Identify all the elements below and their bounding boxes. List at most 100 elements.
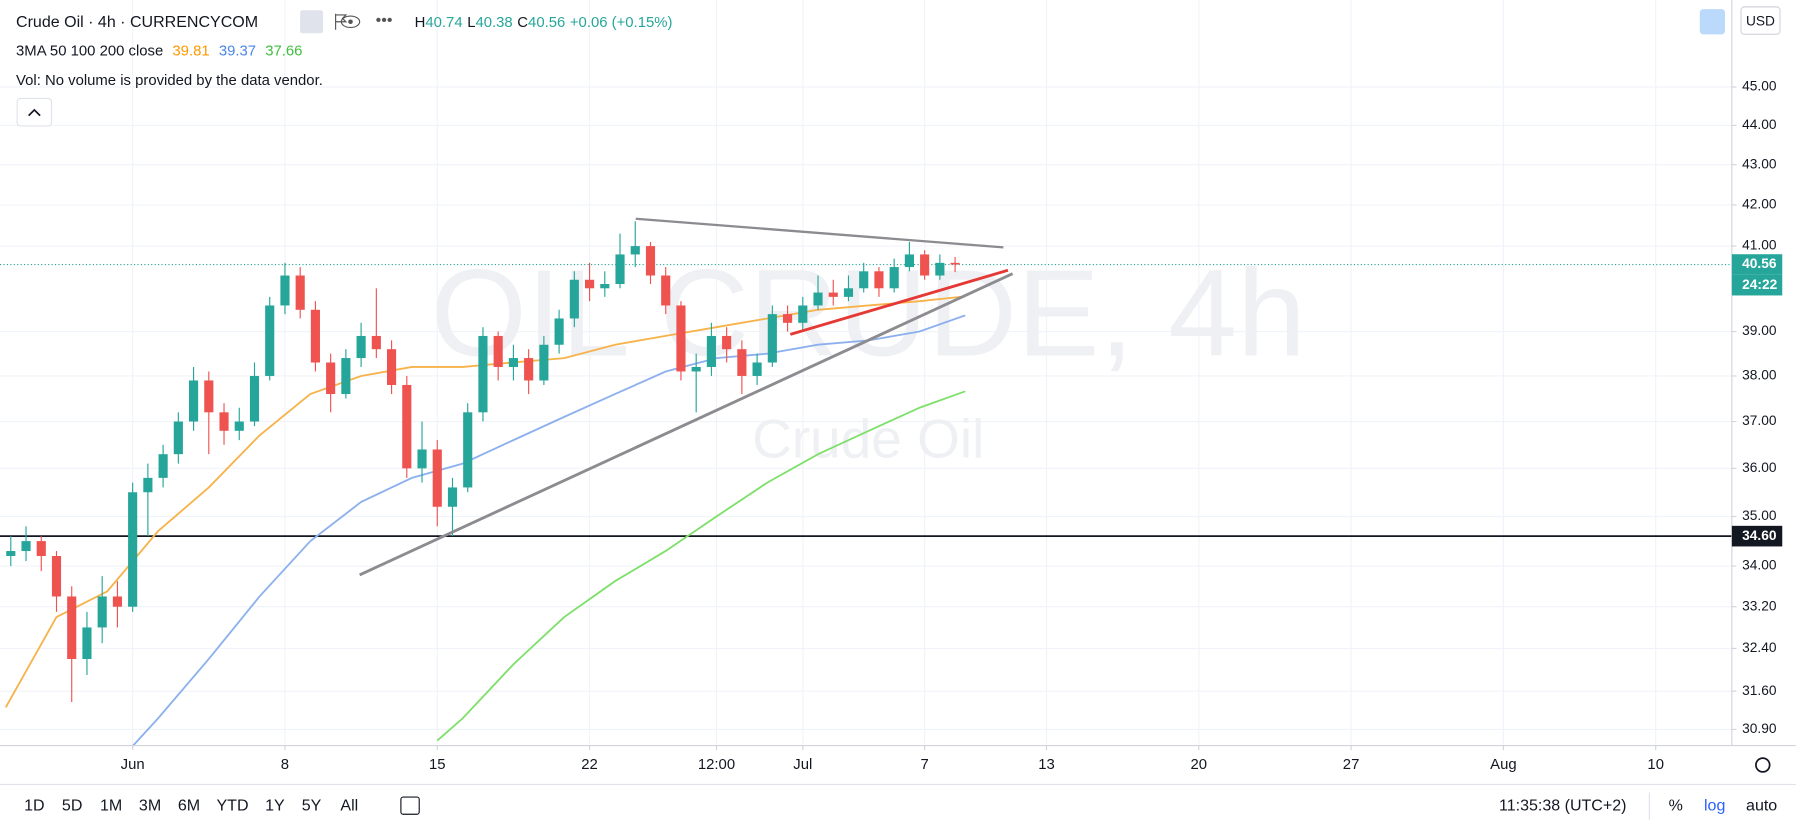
candle-body: [128, 492, 138, 607]
candle-body: [265, 305, 275, 376]
grid: [0, 0, 1732, 746]
x-tick-label: 15: [429, 757, 446, 773]
ohlc-part: 40.56: [528, 15, 565, 31]
candle-body: [874, 271, 884, 289]
candle-body: [600, 284, 610, 289]
x-tick-label: Jul: [793, 757, 812, 773]
clock: 11:35:38 (UTC+2): [1499, 796, 1626, 814]
calendar-icon[interactable]: [400, 796, 420, 815]
ohlc-part: +0.06 (+0.15%): [570, 15, 673, 31]
range-button[interactable]: 6M: [178, 796, 200, 814]
x-tick-label: 12:00: [698, 757, 735, 773]
currency: USD: [1746, 13, 1775, 28]
eye-icon[interactable]: [340, 15, 361, 29]
candle-body: [356, 335, 366, 359]
candle-body: [935, 262, 945, 276]
candle-body: [524, 358, 534, 381]
candle-body: [859, 271, 869, 289]
candle-body: [204, 380, 214, 413]
candle-body: [539, 344, 549, 381]
candle-body: [402, 384, 412, 469]
y-tick-label: 31.60: [1742, 683, 1777, 698]
x-tick-label: 20: [1191, 757, 1208, 773]
ma-label: 3MA 50 100 200 close: [16, 43, 163, 59]
candle-body: [447, 487, 458, 507]
candle-body: [706, 335, 716, 367]
candle-body: [326, 362, 336, 395]
candle-body: [904, 254, 914, 268]
log-toggle[interactable]: log: [1704, 796, 1725, 814]
ma-value: 37.66: [265, 43, 302, 59]
candle-body: [782, 314, 793, 323]
candle-body: [493, 335, 503, 367]
auto-toggle[interactable]: auto: [1746, 796, 1777, 814]
collapse-button[interactable]: [16, 97, 53, 127]
percent-toggle[interactable]: %: [1669, 796, 1683, 814]
x-tick-label: 10: [1647, 757, 1664, 773]
candle-body: [889, 267, 899, 289]
candle-body: [189, 380, 199, 422]
candle-body: [661, 275, 671, 306]
moving-average: [131, 314, 966, 747]
candle-body: [82, 627, 92, 659]
hline-box: [1731, 525, 1783, 547]
hline-label: 34.60: [1742, 528, 1777, 543]
candle-body: [584, 279, 595, 289]
candle-body: [478, 335, 488, 413]
candle-body: [463, 412, 473, 488]
axes: 45.00 44.00 43.00 42.00 41.00 39.00 38.00 37.00…: [121, 79, 1783, 773]
y-tick-label: 32.40: [1742, 640, 1777, 655]
trend-line: [789, 268, 1009, 336]
trend-line: [635, 217, 1004, 249]
candle-body: [630, 246, 640, 255]
candle-body: [615, 254, 625, 285]
range-button[interactable]: YTD: [216, 796, 248, 814]
candle-body: [143, 477, 153, 493]
x-tick-label: Aug: [1490, 757, 1516, 773]
range-button[interactable]: All: [340, 796, 358, 814]
candle-body: [97, 596, 107, 628]
candle-body: [112, 596, 122, 607]
collapse-icon: [28, 108, 41, 117]
y-tick-label: 43.00: [1742, 156, 1777, 171]
candle-body: [722, 335, 732, 350]
candle-body: [295, 275, 305, 310]
y-tick-label: 30.90: [1742, 721, 1777, 736]
candle-body: [843, 288, 854, 297]
y-tick-label: 42.00: [1742, 197, 1777, 212]
y-tick-label: 45.00: [1742, 79, 1777, 94]
ma-legend: 3MA 50 100 200 close 39.81 39.37 37.66: [16, 43, 302, 59]
y-tick-label: 34.00: [1742, 558, 1777, 573]
candle-body: [417, 449, 427, 469]
range-button[interactable]: 1Y: [265, 796, 285, 814]
symbol-title: Crude Oil · 4h · CURRENCYCOM: [16, 13, 258, 31]
currency-box[interactable]: [1740, 6, 1781, 35]
x-tick-label: Jun: [121, 757, 145, 773]
ma-value: 39.37: [219, 43, 256, 59]
y-tick-label: 39.00: [1742, 323, 1777, 338]
ohlc: H40.74 L40.38 C40.56 +0.06 (+0.15%): [415, 15, 673, 31]
watermark-name: Crude Oil: [752, 408, 984, 470]
candle-body: [508, 358, 518, 367]
range-button[interactable]: 1D: [24, 796, 44, 814]
candle-body: [950, 262, 960, 265]
candle-body: [828, 292, 838, 297]
trend-line: [359, 272, 1014, 577]
x-tick-label: 8: [281, 757, 289, 773]
countdown: 24:22: [1742, 277, 1777, 292]
last-price-box: [1731, 254, 1783, 275]
moving-average: [436, 390, 966, 742]
range-button[interactable]: 5D: [62, 796, 82, 814]
range-button[interactable]: 3M: [139, 796, 161, 814]
y-tick-label: 37.00: [1742, 413, 1777, 428]
screenshot-button[interactable]: [1699, 9, 1725, 35]
candle-body: [51, 556, 62, 597]
range-button[interactable]: 5Y: [302, 796, 322, 814]
settings-icon[interactable]: [1755, 757, 1771, 773]
range-button[interactable]: 1M: [100, 796, 122, 814]
icon[interactable]: [300, 10, 324, 34]
more-icon[interactable]: •••: [376, 11, 393, 29]
candle-body: [67, 596, 77, 659]
